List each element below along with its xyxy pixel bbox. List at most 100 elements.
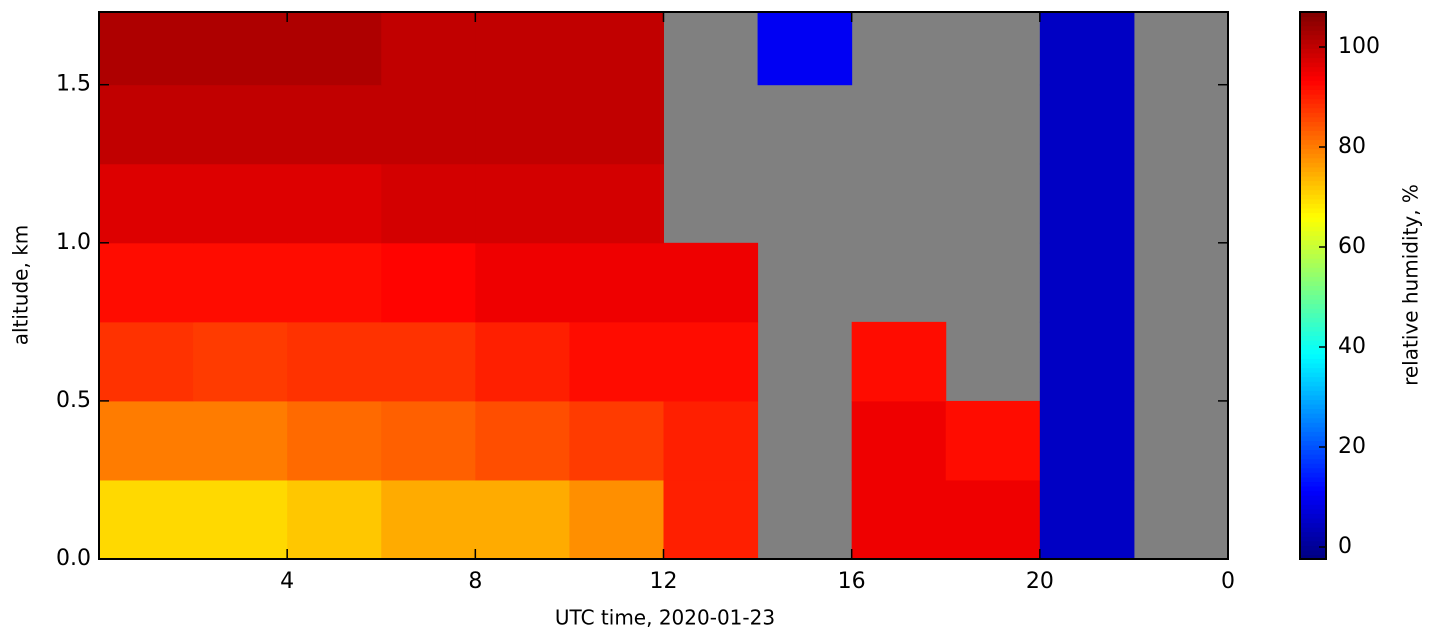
colorbar-segment	[1300, 144, 1326, 150]
colorbar-segment	[1300, 162, 1326, 168]
colorbar-segment	[1300, 94, 1326, 100]
colorbar-segment	[1300, 527, 1326, 533]
heatmap-cell	[757, 12, 853, 86]
colorbar-segment	[1300, 249, 1326, 255]
colorbar-segment	[1300, 385, 1326, 391]
colorbar-segment	[1300, 517, 1326, 524]
heatmap-cell	[193, 242, 288, 323]
colorbar-segment	[1300, 549, 1326, 555]
colorbar-label: relative humidity, %	[1399, 184, 1423, 386]
colorbar-segment	[1300, 344, 1326, 350]
heatmap-cell	[1039, 12, 1135, 86]
colorbar-segment	[1300, 139, 1326, 145]
colorbar-frame	[1299, 11, 1327, 560]
heatmap-cell	[475, 321, 570, 402]
colorbar-segment	[1300, 171, 1326, 177]
colorbar-segment	[1300, 431, 1326, 437]
heatmap-cell	[381, 84, 476, 165]
colorbar-segment	[1300, 317, 1326, 323]
colorbar-segment	[1300, 335, 1326, 341]
y-tick-label: 0.5	[56, 388, 91, 413]
heatmap-cell	[193, 12, 288, 86]
heatmap-cell	[99, 321, 194, 402]
colorbar-segment	[1300, 340, 1326, 346]
colorbar-segment	[1300, 545, 1326, 551]
heatmap-cell	[287, 321, 382, 402]
y-tick-label: 0.0	[56, 546, 91, 571]
colorbar-segment	[1300, 417, 1326, 423]
colorbar-segment	[1300, 253, 1326, 259]
colorbar-segment	[1300, 239, 1326, 245]
colorbar-segment	[1300, 353, 1326, 359]
colorbar-segment	[1300, 39, 1326, 45]
heatmap-cell	[99, 12, 194, 86]
colorbar-segment	[1300, 463, 1326, 469]
colorbar-segment	[1300, 454, 1326, 460]
colorbar-segment	[1300, 303, 1326, 309]
heatmap-cells	[99, 12, 1135, 559]
colorbar-segment	[1300, 422, 1326, 428]
colorbar-segment	[1300, 467, 1326, 473]
colorbar-tick-label: 20	[1338, 434, 1366, 459]
heatmap-cell	[381, 12, 476, 86]
colorbar-segment	[1300, 271, 1326, 277]
colorbar-tick-label: 100	[1338, 34, 1380, 59]
x-tick-label: 8	[468, 569, 482, 594]
colorbar-segment	[1300, 276, 1326, 282]
colorbar-segment	[1300, 426, 1326, 432]
colorbar-segment	[1300, 522, 1326, 528]
colorbar-segment	[1300, 148, 1326, 154]
x-tick-label: 12	[650, 569, 678, 594]
colorbar-segment	[1300, 362, 1326, 369]
colorbar-segment	[1300, 435, 1326, 441]
colorbar-segment	[1300, 21, 1326, 27]
colorbar-segment	[1300, 43, 1326, 49]
heatmap-cell	[381, 242, 476, 323]
heatmap-cell	[287, 12, 382, 86]
heatmap-cell	[287, 84, 382, 165]
colorbar-segment	[1300, 290, 1326, 296]
colorbar-segment	[1300, 349, 1326, 355]
colorbar-segment	[1300, 326, 1326, 332]
colorbar-segment	[1300, 321, 1326, 328]
colorbar-segment	[1300, 89, 1326, 95]
colorbar-segment	[1300, 153, 1326, 159]
heatmap-cell	[287, 163, 382, 244]
colorbar-segment	[1300, 166, 1326, 173]
heatmap-cell	[99, 242, 194, 323]
colorbar-segment	[1300, 513, 1326, 519]
colorbar-segment	[1300, 112, 1326, 118]
colorbar-segment	[1300, 486, 1326, 492]
y-tick-label: 1.5	[56, 72, 91, 97]
x-tick-label: 0	[1221, 569, 1235, 594]
colorbar-segment	[1300, 312, 1326, 318]
heatmap-cell	[663, 242, 759, 323]
colorbar-tick-label: 0	[1338, 534, 1352, 559]
colorbar-segment	[1300, 294, 1326, 300]
heatmap-cell	[851, 400, 947, 481]
colorbar-tick-label: 60	[1338, 234, 1366, 259]
colorbar-segment	[1300, 125, 1326, 132]
heatmap-cell	[569, 12, 664, 86]
heatmap-cell	[945, 400, 1041, 481]
colorbar-segment	[1300, 262, 1326, 268]
colorbar-segment	[1300, 212, 1326, 218]
heatmap-cell	[1039, 400, 1135, 481]
colorbar-segment	[1300, 244, 1326, 250]
heatmap-cell	[663, 479, 759, 559]
colorbar-segment	[1300, 404, 1326, 410]
heatmap-cell	[99, 479, 194, 559]
heatmap-cell	[475, 84, 570, 165]
colorbar-segment	[1300, 130, 1326, 136]
heatmap-cell	[475, 400, 570, 481]
heatmap-cell	[381, 479, 476, 559]
colorbar-segment	[1300, 180, 1326, 186]
x-tick-label: 4	[280, 569, 294, 594]
colorbar-segment	[1300, 34, 1326, 40]
heatmap-cell	[1039, 84, 1135, 165]
colorbar-segment	[1300, 98, 1326, 104]
colorbar-segment	[1300, 135, 1326, 141]
heatmap-cell	[381, 400, 476, 481]
heatmap-cell	[663, 321, 759, 402]
y-axis-label: altitude, km	[9, 225, 33, 346]
